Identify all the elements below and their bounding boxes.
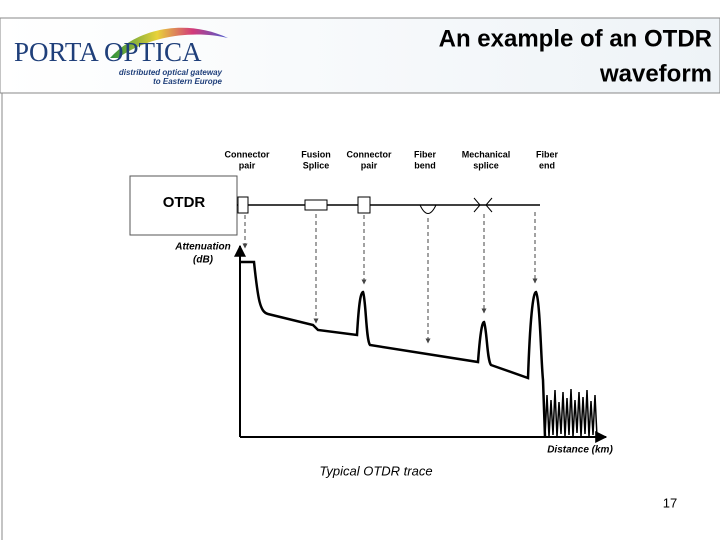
fiber-bend — [419, 204, 437, 214]
event-label: bend — [414, 160, 436, 170]
mechanical-splice — [473, 197, 493, 213]
event-label: Connector — [347, 149, 392, 159]
event-labels: ConnectorpairFusionSpliceConnectorpairFi… — [225, 149, 559, 170]
logo-tagline: to Eastern Europe — [153, 77, 222, 86]
logo-name: PORTA OPTICA — [14, 37, 202, 67]
connector — [357, 196, 371, 214]
event-label: pair — [361, 160, 378, 170]
fusion-splice — [304, 199, 328, 211]
event-label: Mechanical — [462, 149, 511, 159]
event-label: Fusion — [301, 149, 331, 159]
caption: Typical OTDR trace — [319, 463, 432, 478]
y-axis-label: Attenuation — [174, 242, 231, 253]
y-axis-label: (dB) — [193, 255, 214, 266]
logo-swoosh — [110, 27, 228, 58]
event-label: Fiber — [414, 149, 437, 159]
event-label: splice — [473, 160, 499, 170]
event-label: Fiber — [536, 149, 559, 159]
event-label: Connector — [225, 149, 270, 159]
slide-title: An example of an OTDR — [439, 25, 712, 52]
otdr-label: OTDR — [163, 194, 206, 211]
logo-tagline: distributed optical gateway — [119, 68, 223, 77]
event-arrows — [242, 212, 538, 344]
x-axis-label: Distance (km) — [547, 445, 613, 456]
noise — [544, 388, 598, 438]
otdr-box — [129, 175, 238, 236]
event-label: end — [539, 160, 555, 170]
event-label: pair — [239, 160, 256, 170]
otdr-trace — [241, 260, 547, 438]
connector — [237, 196, 249, 214]
event-label: Splice — [303, 160, 330, 170]
slide-title: waveform — [599, 60, 712, 87]
page-number: 17 — [663, 495, 677, 510]
